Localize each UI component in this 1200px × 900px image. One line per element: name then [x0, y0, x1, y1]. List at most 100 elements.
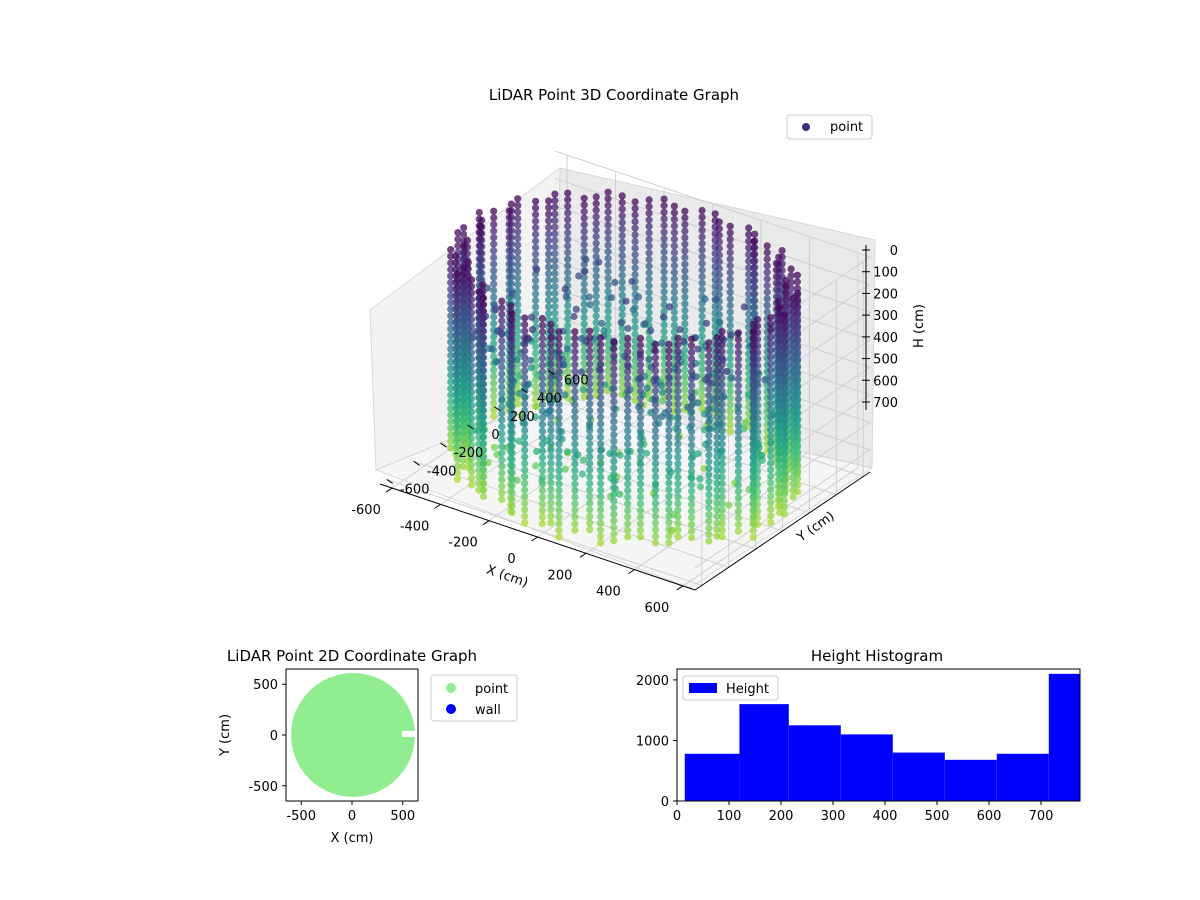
histogram-bar	[840, 734, 893, 801]
lidar-point	[789, 433, 797, 441]
lidar-point	[467, 441, 476, 449]
lidar-point	[660, 307, 668, 316]
lidar-point	[705, 398, 713, 406]
lidar-point	[789, 486, 797, 494]
lidar-point	[767, 406, 775, 414]
lidar-point	[551, 210, 559, 218]
lidar-point	[498, 476, 506, 484]
lidar-point	[571, 387, 579, 395]
lidar-point	[479, 413, 488, 421]
lidar-point	[674, 499, 682, 508]
lidar-point	[645, 289, 653, 297]
lidar-point	[780, 496, 789, 505]
lidar-point	[498, 436, 506, 444]
lidar-point	[453, 422, 462, 430]
lidar-point	[586, 400, 594, 408]
lidar-point	[665, 347, 673, 355]
legend-label-wall-2d: wall	[475, 703, 501, 718]
lidar-point	[780, 364, 789, 372]
lidar-point	[665, 360, 673, 368]
lidar-point	[580, 221, 588, 229]
lidar-point	[734, 401, 743, 410]
lidar-point	[521, 519, 529, 527]
lidar-point	[705, 352, 713, 360]
lidar-point	[508, 376, 516, 384]
lidar-point	[597, 393, 605, 402]
lidar-point	[618, 258, 626, 266]
lidar-point	[490, 293, 498, 301]
lidar-point	[665, 419, 673, 428]
lidar-point	[726, 255, 734, 263]
z-axis-label-3d: H (cm)	[912, 304, 927, 348]
lidar-point	[467, 322, 476, 330]
lidar-point	[780, 450, 789, 458]
lidar-point	[571, 447, 579, 455]
lidar-point	[580, 346, 588, 354]
lidar-point	[604, 354, 612, 362]
lidar-point	[767, 499, 775, 507]
lidar-point	[467, 454, 476, 462]
lidar-point	[763, 268, 771, 276]
lidar-point	[580, 320, 588, 328]
lidar-point	[741, 418, 749, 427]
lidar-point	[789, 387, 797, 395]
lidar-point	[580, 360, 588, 368]
lidar-point	[698, 306, 706, 314]
lidar-point	[688, 500, 696, 509]
lidar-point	[767, 433, 775, 441]
lidar-point	[555, 433, 563, 442]
lidar-point	[498, 370, 506, 378]
lidar-point	[571, 367, 579, 375]
lidar-point	[555, 387, 563, 395]
lidar-point	[532, 382, 540, 391]
lidar-point	[490, 280, 498, 288]
x-tick-label-histogram: 400	[873, 809, 898, 824]
lidar-point	[670, 262, 679, 270]
lidar-point	[498, 449, 506, 457]
lidar-point	[715, 258, 723, 266]
lidar-point	[479, 387, 488, 395]
lidar-point	[551, 283, 559, 291]
lidar-point	[665, 472, 673, 480]
lidar-point	[767, 413, 775, 421]
lidar-point	[505, 233, 513, 241]
lidar-point	[688, 461, 696, 469]
lidar-point	[604, 241, 612, 249]
lidar-point	[532, 403, 541, 411]
lidar-point	[789, 493, 797, 501]
y-tick-label-histogram: 0	[661, 795, 669, 810]
lidar-point	[498, 462, 506, 470]
lidar-point	[547, 453, 555, 461]
lidar-point	[578, 470, 587, 478]
lidar-point	[586, 426, 594, 435]
ticks-histogram: 0 100 200 300 400 500 600 700 0 1000 2000	[636, 674, 1054, 824]
lidar-point	[604, 314, 612, 322]
lidar-point	[726, 301, 734, 310]
lidar-point	[597, 519, 605, 527]
lidar-point	[665, 466, 673, 474]
lidar-point	[776, 304, 784, 312]
x-tick-label-histogram: 300	[821, 809, 846, 824]
lidar-point	[479, 453, 488, 461]
lidar-point	[538, 374, 547, 382]
lidar-point	[749, 348, 757, 356]
lidar-point	[498, 456, 506, 464]
lidar-point	[571, 394, 579, 402]
lidar-point	[467, 388, 476, 396]
lidar-point	[789, 334, 797, 342]
lidar-point	[453, 402, 462, 411]
lidar-point	[705, 385, 713, 393]
lidar-point	[514, 281, 522, 289]
lidar-point	[521, 426, 529, 434]
lidar-point	[571, 348, 579, 356]
lidar-point	[670, 328, 679, 336]
lidar-point	[670, 268, 679, 276]
lidar-point	[490, 240, 498, 248]
lidar-point	[610, 351, 618, 359]
lidar-point	[750, 238, 758, 246]
lidar-point	[490, 286, 498, 295]
lidar-point	[592, 279, 600, 287]
lidar-point	[624, 533, 632, 541]
plot-3d: LiDAR Point 3D Coordinate Graph -600 -400…	[351, 86, 927, 616]
lidar-point	[467, 467, 476, 476]
